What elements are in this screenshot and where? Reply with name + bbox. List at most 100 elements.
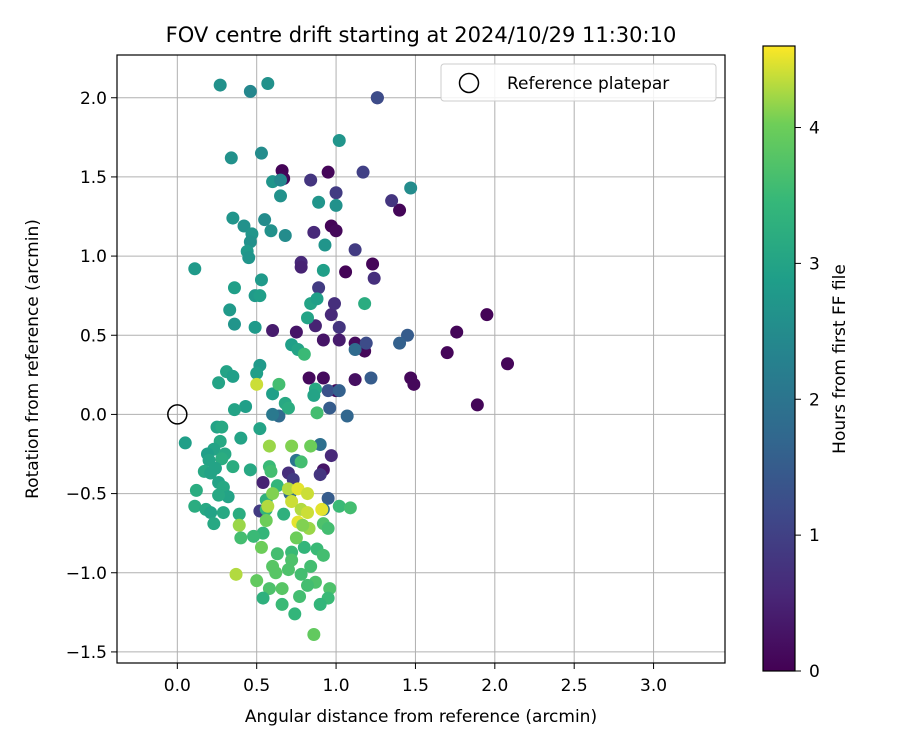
data-point (307, 628, 321, 641)
data-point (313, 597, 327, 611)
data-point (294, 455, 308, 469)
data-point (278, 229, 292, 242)
data-point (229, 567, 243, 581)
colorbar-tick-label: 3 (809, 254, 820, 274)
legend-marker-icon (458, 72, 480, 94)
data-point (300, 578, 314, 592)
legend-box (440, 63, 717, 102)
x-tick-label: 3.0 (640, 676, 667, 696)
colorbar-ticks: 0 1 2 3 4 (795, 119, 820, 682)
data-point (188, 262, 202, 276)
data-point (401, 328, 415, 342)
data-point (293, 590, 307, 603)
data-point (289, 531, 303, 545)
data-point (242, 251, 256, 265)
x-tick-label: 1.0 (323, 676, 350, 696)
colorbar-tick-label: 2 (809, 390, 820, 410)
data-point (261, 77, 275, 90)
data-point (296, 518, 310, 532)
data-point (224, 151, 238, 165)
data-point (226, 460, 240, 474)
x-tick-label: 2.0 (481, 676, 508, 696)
data-point (243, 463, 257, 477)
data-point (480, 308, 494, 322)
data-point (318, 238, 332, 252)
reference-platepar-marker (167, 404, 188, 425)
data-point (239, 400, 253, 413)
data-point (227, 281, 241, 295)
data-point (207, 517, 221, 531)
data-point (266, 487, 280, 501)
data-point (270, 547, 284, 561)
data-point (324, 449, 338, 463)
data-point (310, 406, 324, 420)
data-point (189, 483, 203, 497)
data-point (307, 388, 321, 402)
data-point (450, 325, 464, 339)
data-point (300, 506, 314, 520)
data-point (300, 487, 314, 501)
data-point (297, 347, 311, 361)
data-point (275, 582, 289, 596)
data-point (213, 78, 227, 92)
data-point (277, 507, 291, 521)
x-tick-label: 2.5 (561, 676, 588, 696)
data-point (332, 333, 346, 347)
x-axis-ticks: 0.0 0.5 1.0 1.5 2.0 2.5 3.0 (164, 663, 667, 696)
y-tick-label: −1.5 (66, 643, 107, 663)
grid (117, 55, 725, 663)
data-point (367, 271, 381, 285)
data-point (253, 289, 267, 303)
y-axis-ticks: −1.5 −1.0 −0.5 0.0 0.5 1.0 1.5 2.0 (66, 89, 117, 663)
data-point (275, 597, 289, 611)
data-point (274, 173, 288, 187)
data-point (385, 194, 399, 208)
data-point (348, 373, 362, 387)
data-point (343, 501, 357, 515)
data-point (281, 482, 295, 496)
data-point (321, 521, 335, 535)
data-point (288, 607, 302, 621)
data-point (329, 224, 343, 238)
data-point (254, 146, 268, 160)
data-point (264, 224, 278, 238)
data-point (269, 566, 283, 580)
data-point (227, 317, 241, 331)
data-point (308, 319, 322, 333)
data-point (312, 195, 326, 209)
data-point (266, 387, 280, 401)
data-point (332, 320, 346, 334)
x-tick-label: 1.5 (402, 676, 429, 696)
plot-frame (116, 54, 726, 664)
data-point (212, 376, 226, 390)
data-point (393, 336, 407, 350)
data-point (329, 186, 343, 200)
data-point (294, 260, 308, 274)
colorbar-gradient (762, 45, 796, 672)
data-point (304, 439, 318, 453)
data-point (289, 325, 303, 339)
data-point (359, 336, 373, 350)
data-point (316, 263, 330, 277)
data-point (340, 409, 354, 423)
data-points (178, 77, 515, 641)
data-point (285, 495, 299, 508)
data-point (297, 540, 311, 554)
data-point (321, 491, 335, 505)
data-point (234, 531, 248, 545)
data-point (178, 436, 192, 450)
data-point (407, 377, 421, 391)
colorbar-tick-label: 0 (809, 662, 820, 682)
data-point (332, 384, 346, 398)
y-tick-label: −0.5 (66, 485, 107, 505)
colorbar-label: Hours from first FF file (830, 264, 850, 454)
data-point (264, 464, 278, 478)
data-point (272, 377, 286, 391)
data-point (250, 377, 264, 391)
x-axis-label: Angular distance from reference (arcmin) (245, 707, 597, 727)
data-point (234, 431, 248, 445)
data-point (285, 439, 299, 453)
data-point (223, 303, 237, 317)
data-point (300, 311, 314, 325)
